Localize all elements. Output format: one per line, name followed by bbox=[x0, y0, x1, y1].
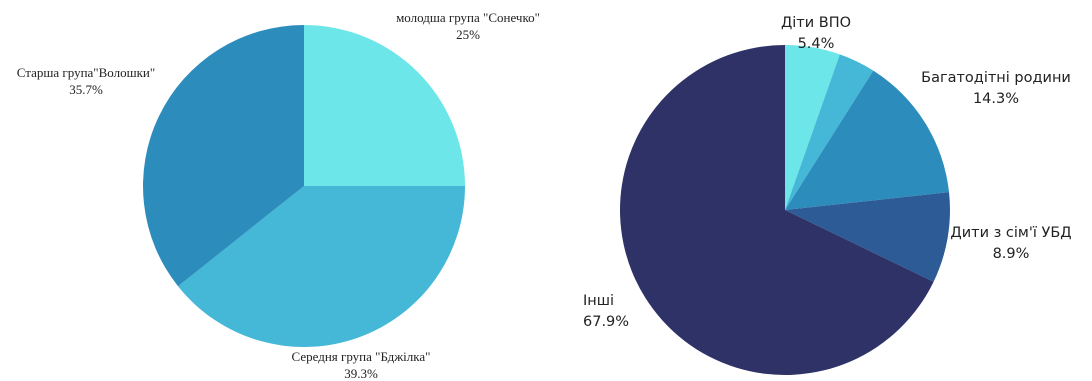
pie-1-label-2: Багатодітні родини bbox=[921, 70, 1071, 86]
pie-0-slice-1 bbox=[178, 186, 466, 347]
pie-1-value-label-4: 67.9% bbox=[583, 314, 629, 330]
pie-0-value-label-2: 35.7% bbox=[69, 82, 103, 97]
pie-0-value-label-1: 39.3% bbox=[344, 366, 378, 381]
pie-1-value-label-2: 14.3% bbox=[973, 91, 1019, 107]
pie-0-label-1: Середня група "Бджілка" bbox=[292, 349, 431, 364]
pie-1-slice-3 bbox=[785, 192, 950, 282]
pie-1-label-4: Інші bbox=[583, 293, 614, 309]
pie-0-label-2: Старша група"Волошки" bbox=[17, 65, 155, 80]
pie-1-value-label-3: 8.9% bbox=[993, 246, 1030, 262]
pie-1-label-0: Діти ВПО bbox=[781, 15, 851, 31]
pie-0-slice-2 bbox=[143, 25, 304, 287]
pie-1-value-label-0: 5.4% bbox=[798, 36, 835, 52]
pie-1-label-3: Дити з сім'ї УБД bbox=[950, 225, 1071, 241]
pie-chart-categories: Діти ВПО 5.4% Багатодітні родини 14.3% Дити … bbox=[583, 15, 1072, 375]
pie-1-slice-0 bbox=[785, 45, 840, 210]
pie-1-slice-2 bbox=[785, 70, 950, 210]
pie-0-label-0: молодша група "Сонечко" bbox=[396, 10, 540, 25]
pie-chart-groups: молодша група "Сонечко" 25% Середня група … bbox=[17, 10, 540, 381]
pie-1-slice-4 bbox=[620, 45, 934, 375]
pie-1-slice-1 bbox=[785, 54, 874, 210]
pie-0-value-label-0: 25% bbox=[456, 27, 480, 42]
pie-0-slice-0 bbox=[304, 25, 465, 186]
